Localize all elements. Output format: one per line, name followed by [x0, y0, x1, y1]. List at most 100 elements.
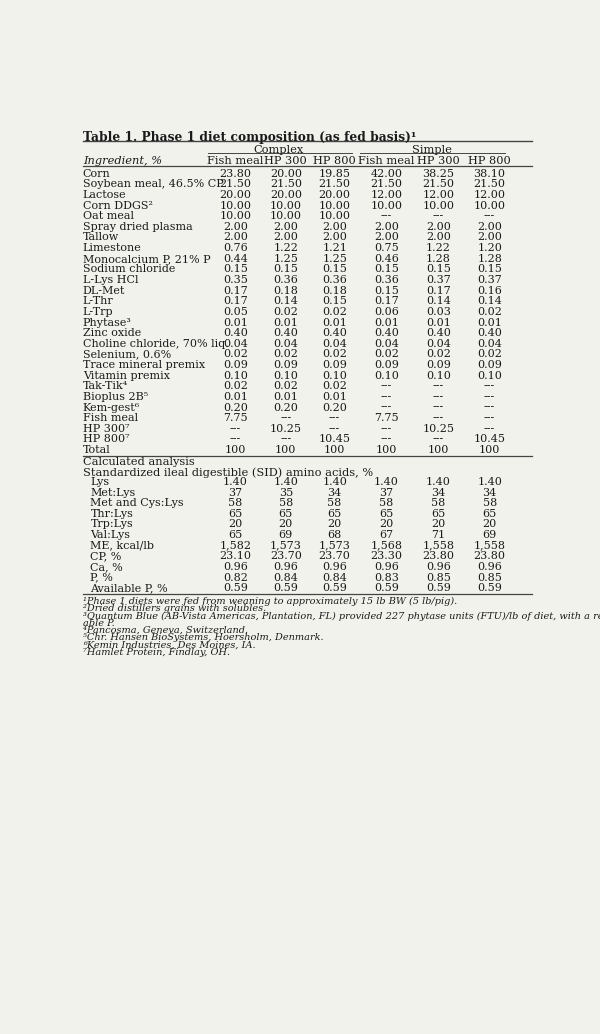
Text: 100: 100	[275, 445, 296, 455]
Text: Corn: Corn	[83, 169, 110, 179]
Text: ¹Phase 1 diets were fed from weaning to approximately 15 lb BW (5 lb/pig).: ¹Phase 1 diets were fed from weaning to …	[83, 597, 457, 606]
Text: 0.02: 0.02	[477, 307, 502, 316]
Text: 0.01: 0.01	[274, 392, 298, 402]
Text: 0.59: 0.59	[223, 583, 248, 594]
Text: 19.85: 19.85	[319, 169, 350, 179]
Text: 0.35: 0.35	[223, 275, 248, 285]
Text: 1.25: 1.25	[322, 253, 347, 264]
Text: ---: ---	[329, 414, 340, 423]
Text: 23.80: 23.80	[473, 551, 506, 561]
Text: 0.15: 0.15	[322, 265, 347, 274]
Text: 0.96: 0.96	[223, 561, 248, 572]
Text: 65: 65	[328, 509, 342, 519]
Text: 0.01: 0.01	[477, 317, 502, 328]
Text: 0.82: 0.82	[223, 573, 248, 582]
Text: 0.15: 0.15	[426, 265, 451, 274]
Text: ---: ---	[433, 414, 444, 423]
Text: Met:Lys: Met:Lys	[91, 487, 136, 497]
Text: 0.17: 0.17	[223, 297, 248, 306]
Text: 0.10: 0.10	[426, 370, 451, 381]
Text: 0.09: 0.09	[426, 360, 451, 370]
Text: 10.45: 10.45	[473, 434, 506, 445]
Text: HP 800: HP 800	[313, 156, 356, 165]
Text: 0.04: 0.04	[374, 339, 399, 348]
Text: 0.15: 0.15	[322, 297, 347, 306]
Text: 23.10: 23.10	[220, 551, 251, 561]
Text: 37: 37	[379, 487, 394, 497]
Text: ---: ---	[433, 434, 444, 445]
Text: 1.40: 1.40	[477, 477, 502, 487]
Text: 65: 65	[278, 509, 293, 519]
Text: 0.10: 0.10	[322, 370, 347, 381]
Text: 2.00: 2.00	[426, 222, 451, 232]
Text: 0.01: 0.01	[322, 317, 347, 328]
Text: HP 300: HP 300	[417, 156, 460, 165]
Text: 0.59: 0.59	[426, 583, 451, 594]
Text: 0.15: 0.15	[274, 265, 298, 274]
Text: Kem-gest⁶: Kem-gest⁶	[83, 402, 140, 413]
Text: 0.10: 0.10	[477, 370, 502, 381]
Text: 1.40: 1.40	[322, 477, 347, 487]
Text: Zinc oxide: Zinc oxide	[83, 328, 141, 338]
Text: 0.02: 0.02	[223, 382, 248, 391]
Text: 67: 67	[379, 530, 394, 540]
Text: 1.20: 1.20	[477, 243, 502, 253]
Text: Tallow: Tallow	[83, 233, 119, 243]
Text: 0.18: 0.18	[322, 285, 347, 296]
Text: 1.40: 1.40	[274, 477, 298, 487]
Text: 23.70: 23.70	[270, 551, 302, 561]
Text: 7.75: 7.75	[374, 414, 399, 423]
Text: Tak-Tik⁴: Tak-Tik⁴	[83, 382, 128, 391]
Text: ---: ---	[484, 402, 495, 413]
Text: 0.15: 0.15	[374, 285, 399, 296]
Text: 69: 69	[482, 530, 497, 540]
Text: 0.15: 0.15	[477, 265, 502, 274]
Text: 34: 34	[431, 487, 446, 497]
Text: 1.25: 1.25	[274, 253, 298, 264]
Text: 38.10: 38.10	[473, 169, 506, 179]
Text: Total: Total	[83, 445, 110, 455]
Text: ---: ---	[381, 402, 392, 413]
Text: 20: 20	[482, 519, 497, 529]
Text: L-Lys HCl: L-Lys HCl	[83, 275, 138, 285]
Text: Selenium, 0.6%: Selenium, 0.6%	[83, 349, 171, 360]
Text: 0.40: 0.40	[274, 328, 298, 338]
Text: 42.00: 42.00	[371, 169, 403, 179]
Text: 0.59: 0.59	[477, 583, 502, 594]
Text: 0.40: 0.40	[426, 328, 451, 338]
Text: 23.70: 23.70	[319, 551, 350, 561]
Text: 0.03: 0.03	[426, 307, 451, 316]
Text: 10.25: 10.25	[422, 424, 454, 434]
Text: Lactose: Lactose	[83, 190, 127, 200]
Text: 20: 20	[431, 519, 446, 529]
Text: Monocalcium P, 21% P: Monocalcium P, 21% P	[83, 253, 211, 264]
Text: 20: 20	[278, 519, 293, 529]
Text: 1.22: 1.22	[274, 243, 298, 253]
Text: ---: ---	[433, 211, 444, 221]
Text: 0.02: 0.02	[477, 349, 502, 360]
Text: 71: 71	[431, 530, 446, 540]
Text: 0.02: 0.02	[322, 349, 347, 360]
Text: 7.75: 7.75	[223, 414, 248, 423]
Text: 0.36: 0.36	[322, 275, 347, 285]
Text: 0.96: 0.96	[322, 561, 347, 572]
Text: able P.: able P.	[83, 618, 115, 628]
Text: 0.02: 0.02	[374, 349, 399, 360]
Text: 34: 34	[328, 487, 342, 497]
Text: 0.17: 0.17	[223, 285, 248, 296]
Text: 0.59: 0.59	[374, 583, 399, 594]
Text: 65: 65	[229, 509, 242, 519]
Text: L-Trp: L-Trp	[83, 307, 113, 316]
Text: 0.10: 0.10	[374, 370, 399, 381]
Text: Fish meal: Fish meal	[358, 156, 415, 165]
Text: 0.02: 0.02	[322, 382, 347, 391]
Text: 2.00: 2.00	[223, 233, 248, 243]
Text: 0.02: 0.02	[426, 349, 451, 360]
Text: 0.04: 0.04	[274, 339, 298, 348]
Text: 1.40: 1.40	[426, 477, 451, 487]
Text: 2.00: 2.00	[477, 222, 502, 232]
Text: Complex: Complex	[254, 145, 304, 155]
Text: ---: ---	[484, 382, 495, 391]
Text: Val:Lys: Val:Lys	[91, 530, 131, 540]
Text: 58: 58	[229, 498, 242, 508]
